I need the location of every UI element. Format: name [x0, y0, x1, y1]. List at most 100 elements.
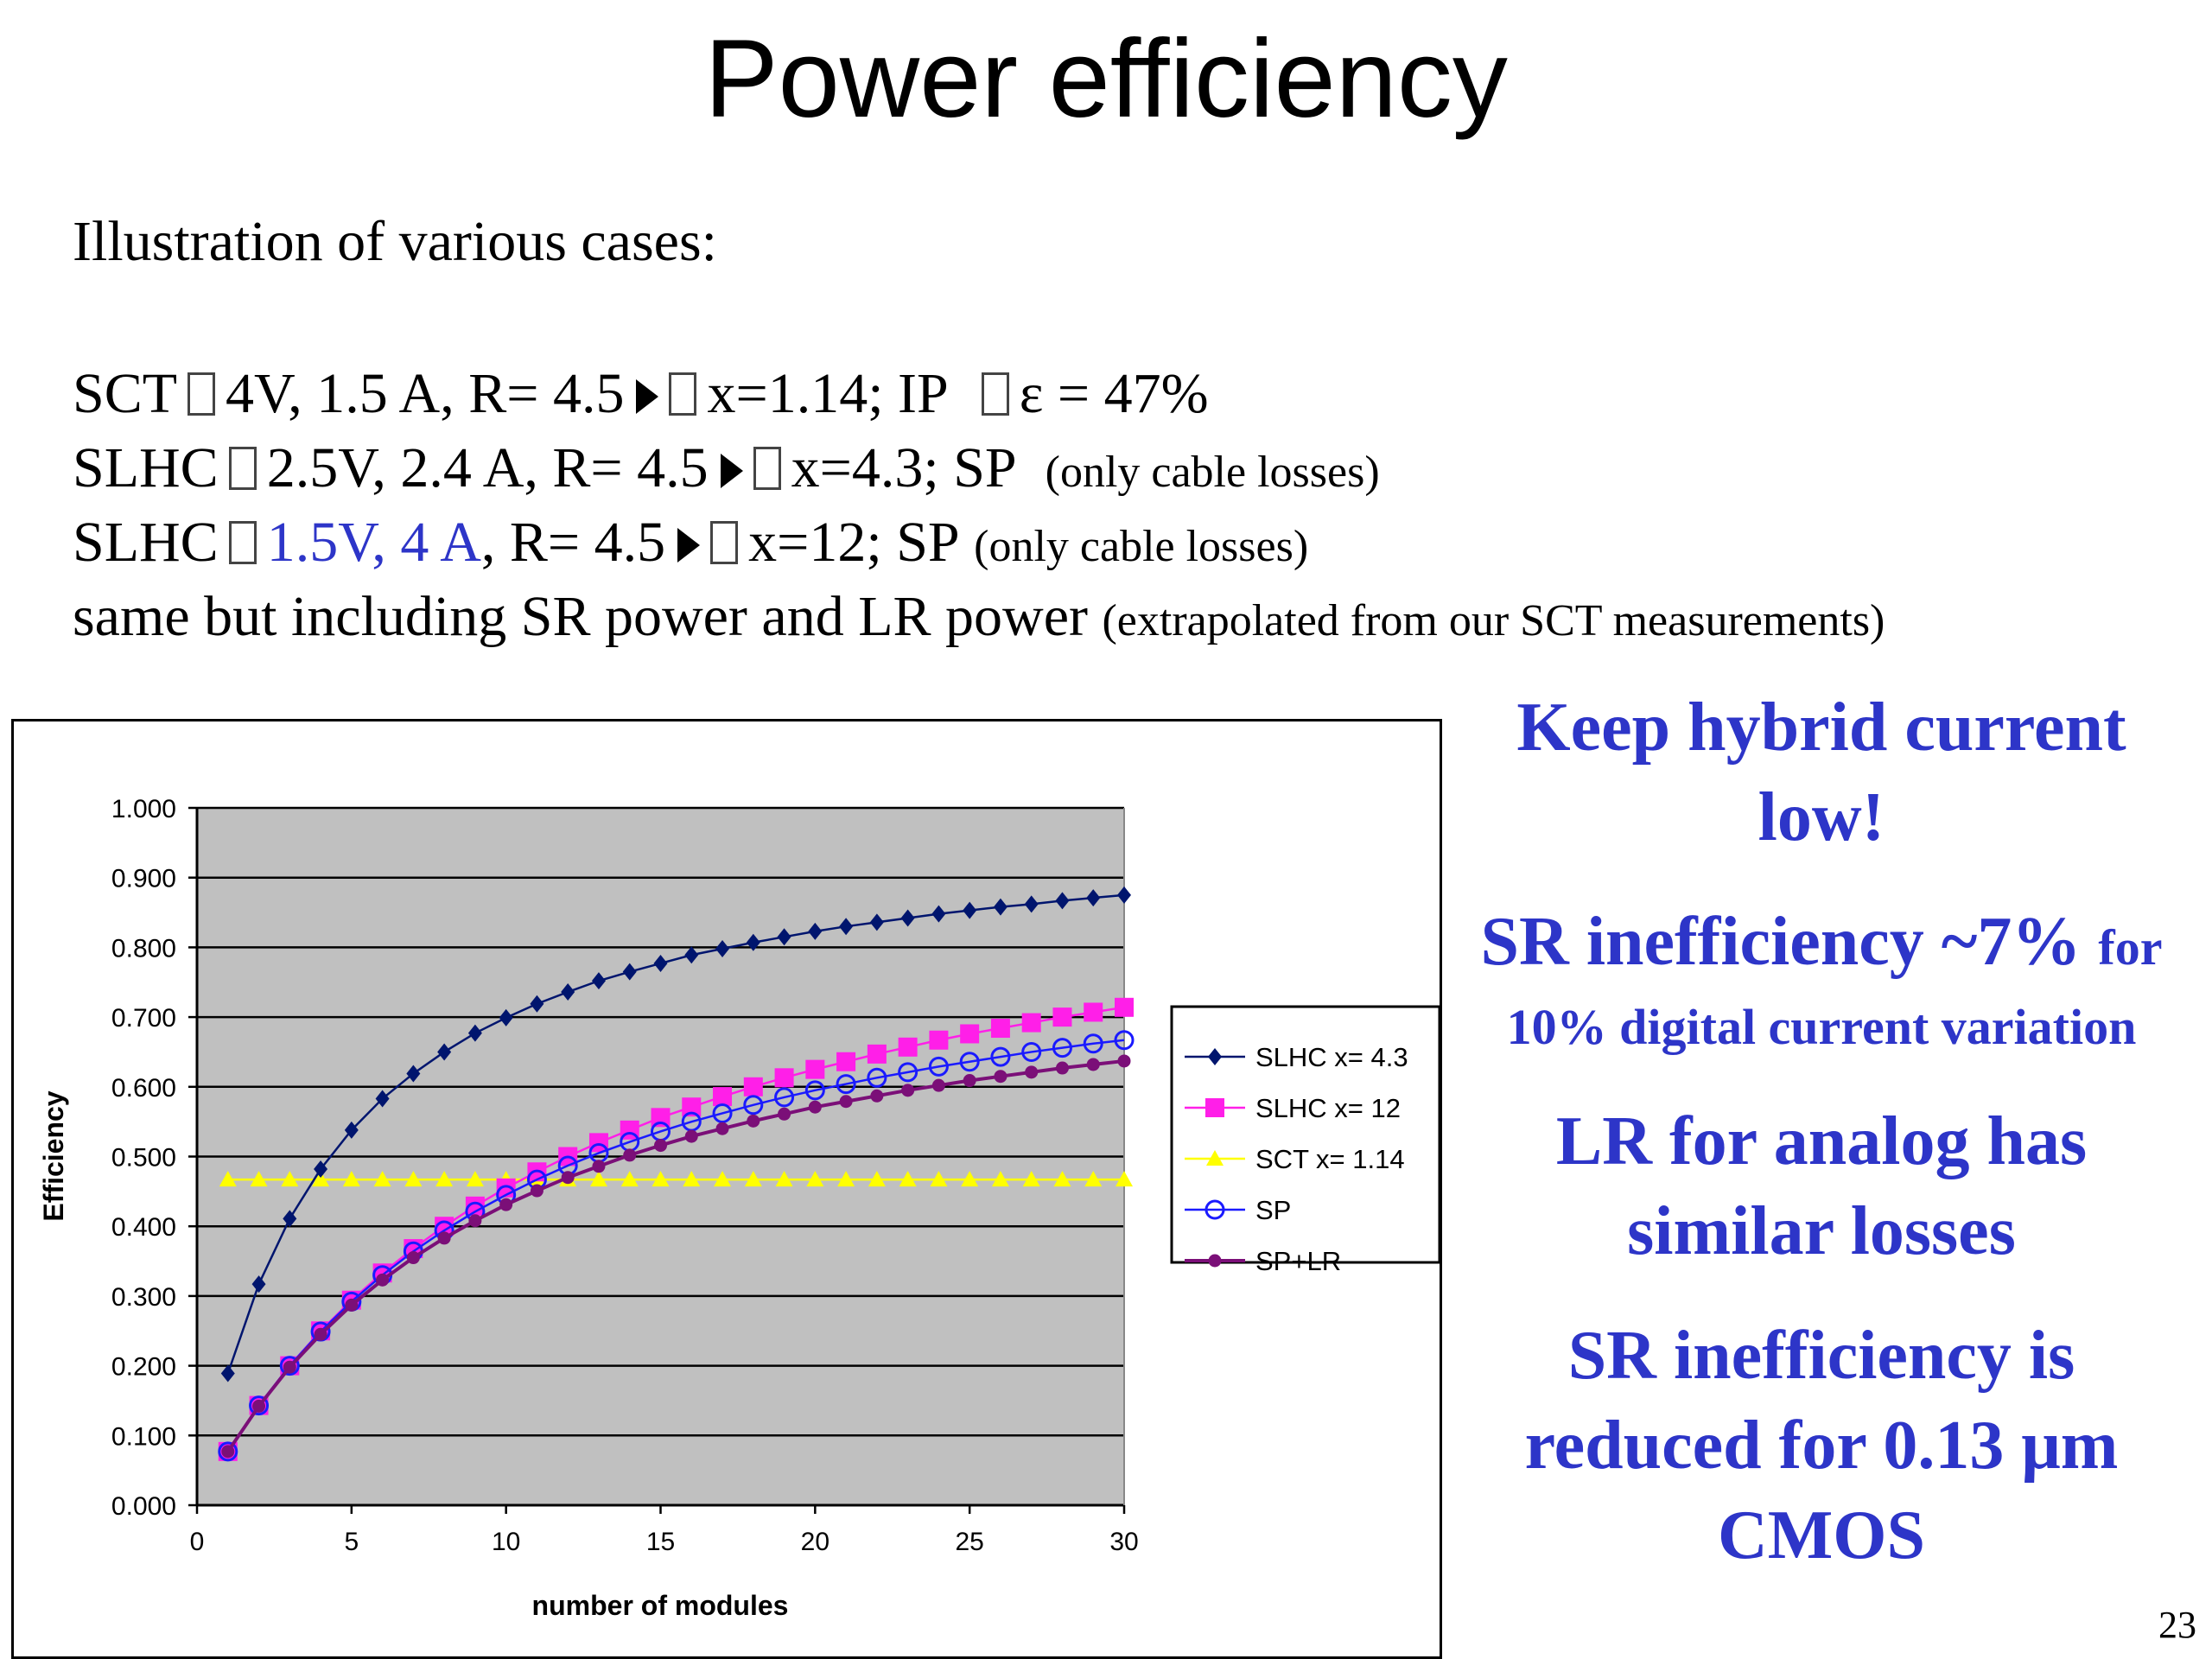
data-point — [747, 1114, 760, 1128]
data-point — [959, 1052, 980, 1072]
missing-glyph-icon — [981, 372, 1009, 416]
y-axis-label: Efficiency — [38, 1090, 69, 1221]
y-tick-label: 0.700 — [111, 1004, 176, 1033]
data-point — [406, 1251, 420, 1265]
legend-swatch-marker — [1206, 1150, 1224, 1166]
missing-glyph-icon — [669, 372, 697, 416]
data-point — [837, 1171, 855, 1187]
x-axis-label: number of modules — [532, 1590, 789, 1621]
note-lr-analog: LR for analog has similar losses — [1555, 1103, 2088, 1269]
legend-label: SCT x= 1.14 — [1255, 1144, 1405, 1174]
data-point — [746, 933, 760, 951]
note-cmos: CMOS — [1718, 1497, 1925, 1573]
data-point — [1116, 1171, 1133, 1187]
data-point — [777, 928, 791, 946]
data-point — [961, 1171, 979, 1187]
data-point — [404, 1171, 423, 1187]
data-point — [252, 1399, 266, 1413]
data-point — [561, 983, 575, 1001]
data-point — [898, 1062, 918, 1083]
data-point — [437, 1231, 451, 1245]
data-point — [1024, 895, 1039, 913]
y-tick-label: 0.100 — [111, 1422, 176, 1451]
data-point — [345, 1298, 359, 1312]
case-including: same but including SR power and LR power… — [73, 580, 1885, 654]
data-point — [900, 909, 915, 927]
data-point — [1084, 1002, 1103, 1022]
data-point — [806, 1171, 824, 1187]
missing-glyph-icon — [228, 521, 257, 564]
arrow-right-icon — [720, 454, 743, 488]
data-point — [591, 972, 606, 990]
data-point — [683, 1171, 701, 1187]
data-point — [684, 1129, 698, 1143]
y-tick-label: 0.800 — [111, 934, 176, 963]
data-point — [465, 1196, 485, 1216]
data-point — [283, 1210, 297, 1228]
data-point — [622, 963, 637, 981]
data-point — [994, 1070, 1007, 1084]
data-point — [651, 1108, 671, 1128]
note-sr-ineff-text: SR inefficiency ~7% — [1480, 904, 2082, 980]
data-point — [963, 901, 977, 919]
slide-title: Power efficiency — [704, 17, 1508, 141]
note-sr-variation: 10% digital current variation — [1506, 999, 2137, 1055]
case-slhc-1: SLHC 2.5V, 2.4 A, R= 4.5 x=4.3; SP (only c… — [73, 431, 1885, 505]
case-result: x=12; SP — [748, 511, 960, 574]
data-point — [1115, 997, 1134, 1017]
case-label: SLHC — [73, 436, 219, 499]
data-point — [931, 1078, 945, 1092]
data-point — [930, 1171, 948, 1187]
case-text: 2.5V, 2.4 A, R= 4.5 — [266, 436, 709, 499]
data-point — [220, 1364, 235, 1382]
data-point — [808, 922, 823, 940]
data-point — [250, 1171, 268, 1187]
series-slhc43 — [220, 886, 1131, 1382]
data-point — [743, 1077, 763, 1096]
legend-label: SP+LR — [1255, 1246, 1341, 1276]
y-tick-label: 0.000 — [111, 1492, 176, 1521]
data-point — [1025, 1065, 1039, 1079]
data-point — [281, 1171, 299, 1187]
note-sr-for: for — [2098, 919, 2163, 976]
legend-box — [1170, 1005, 1440, 1264]
case-highlight: 1.5V, 4 A — [266, 511, 481, 574]
case-note: (only cable losses) — [974, 522, 1309, 571]
case-label: SCT — [73, 362, 178, 425]
right-notes: Keep hybrid current low! SR inefficiency… — [1441, 683, 2202, 1580]
data-point — [218, 1441, 238, 1462]
mu-glyph: μ — [2021, 1408, 2061, 1484]
data-point — [530, 995, 544, 1013]
data-point — [1052, 1038, 1072, 1058]
data-point — [342, 1171, 360, 1187]
missing-glyph-icon — [710, 521, 739, 564]
y-tick-label: 0.300 — [111, 1283, 176, 1312]
data-point — [682, 1097, 702, 1117]
case-note: (extrapolated from our SCT measurements) — [1102, 596, 1885, 645]
data-point — [713, 1087, 733, 1107]
data-point — [714, 1171, 732, 1187]
legend-label: SLHC x= 4.3 — [1255, 1042, 1408, 1072]
data-point — [839, 918, 854, 936]
axes — [188, 806, 1126, 1514]
data-point — [1022, 1171, 1040, 1187]
data-point — [867, 1067, 887, 1088]
note-sr-reduced: SR inefficiency is reduced for 0.13 μm C… — [1441, 1311, 2202, 1580]
arrow-right-icon — [677, 528, 701, 563]
data-point — [1021, 1041, 1042, 1062]
x-tick-label: 15 — [646, 1528, 675, 1556]
data-point — [620, 1171, 639, 1187]
x-tick-label: 30 — [1109, 1528, 1138, 1556]
note-keep-current-low: Keep hybrid current low! — [1516, 690, 2126, 855]
series-splr — [221, 1054, 1131, 1459]
x-tick-label: 0 — [190, 1528, 205, 1556]
data-point — [1117, 1054, 1131, 1068]
y-tick-label: 0.400 — [111, 1213, 176, 1242]
data-point — [929, 1030, 949, 1050]
legend-swatch-marker — [1205, 1199, 1225, 1220]
legend-swatch-marker — [1208, 1254, 1222, 1268]
data-point — [715, 1122, 729, 1135]
data-point — [990, 1019, 1010, 1039]
cases-list: SCT 4V, 1.5 A, R= 4.5 x=1.14; IP ε = 47% SL… — [73, 357, 1885, 654]
series-group — [218, 886, 1135, 1462]
